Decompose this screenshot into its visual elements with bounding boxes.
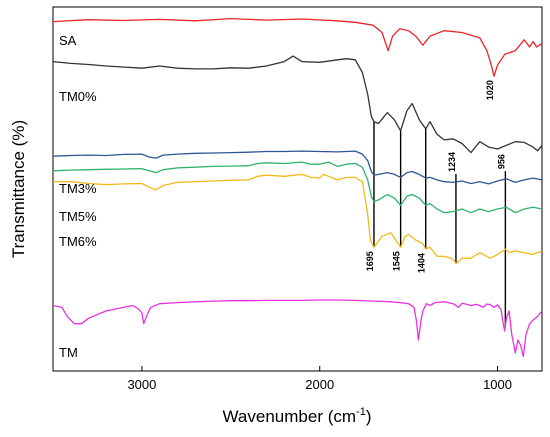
series-line-tm5pct xyxy=(52,161,543,214)
series-line-tm3pct xyxy=(52,150,543,185)
x-axis-title: Wavenumber (cm-1) xyxy=(223,406,372,426)
series-line-tm6pct xyxy=(53,173,543,265)
x-tick-label: 3000 xyxy=(127,377,156,392)
peak-label-1234: 1234 xyxy=(447,152,457,172)
peak-drop-lines xyxy=(373,121,507,326)
series-labels: SA TM0% TM3% TM5% TM6% TM xyxy=(59,33,97,360)
series-label: TM5% xyxy=(59,209,97,224)
peak-label-1695: 1695 xyxy=(365,251,375,271)
series-label: SA xyxy=(59,33,77,48)
x-tick-label: 2000 xyxy=(305,377,334,392)
x-axis-title-main: Wavenumber (cm xyxy=(223,407,357,426)
x-axis-ticks: 3000 2000 1000 xyxy=(127,366,512,392)
x-axis-title-end: ) xyxy=(366,407,372,426)
peak-label-956: 956 xyxy=(496,154,506,169)
series-label: TM3% xyxy=(59,181,97,196)
peak-labels: 1020 1695 1545 1404 1234 956 xyxy=(365,80,506,273)
y-axis-title: Transmittance (%) xyxy=(9,120,28,258)
plot-frame xyxy=(52,6,543,372)
series-label: TM xyxy=(59,345,78,360)
x-tick-label: 1000 xyxy=(483,377,512,392)
peak-label-1545: 1545 xyxy=(392,251,402,271)
x-axis-title-superscript: -1 xyxy=(356,406,366,418)
series-line-sa xyxy=(52,17,543,77)
series-label: TM0% xyxy=(59,89,97,104)
peak-label-1020: 1020 xyxy=(485,80,495,100)
series-label: TM6% xyxy=(59,234,97,249)
series-line-tm0pct xyxy=(52,55,543,154)
series-lines xyxy=(52,17,543,358)
peak-label-1404: 1404 xyxy=(417,253,427,273)
series-line-tm xyxy=(52,299,543,358)
